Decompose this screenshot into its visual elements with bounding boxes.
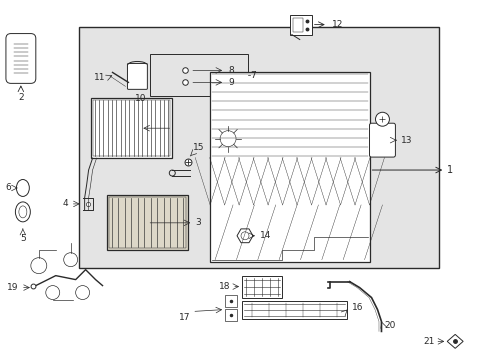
Text: 3: 3 xyxy=(195,218,201,227)
Polygon shape xyxy=(447,334,463,348)
Ellipse shape xyxy=(16,180,29,197)
FancyBboxPatch shape xyxy=(6,33,36,84)
Text: 2: 2 xyxy=(18,93,24,102)
Text: 18: 18 xyxy=(219,282,230,291)
Text: 19: 19 xyxy=(7,283,19,292)
Ellipse shape xyxy=(19,206,27,218)
Ellipse shape xyxy=(15,202,30,222)
Text: 5: 5 xyxy=(20,234,26,243)
Bar xyxy=(108,197,186,248)
Bar xyxy=(91,98,172,158)
Text: 15: 15 xyxy=(193,143,205,152)
FancyBboxPatch shape xyxy=(127,63,147,89)
Circle shape xyxy=(375,112,390,126)
Text: 14: 14 xyxy=(260,231,271,240)
Text: 4: 4 xyxy=(63,199,69,208)
Bar xyxy=(290,15,312,35)
Bar xyxy=(150,54,248,96)
Bar xyxy=(242,276,282,298)
Text: 7: 7 xyxy=(250,71,256,80)
Bar xyxy=(225,294,237,306)
Text: 1: 1 xyxy=(447,165,453,175)
Text: 8: 8 xyxy=(228,66,234,75)
Text: 16: 16 xyxy=(352,303,363,312)
FancyBboxPatch shape xyxy=(369,123,395,157)
Text: 6: 6 xyxy=(5,184,11,193)
Text: 17: 17 xyxy=(179,313,190,322)
Bar xyxy=(225,310,237,321)
Text: 20: 20 xyxy=(385,321,396,330)
Text: 11: 11 xyxy=(94,73,105,82)
Text: 12: 12 xyxy=(332,20,343,29)
Bar xyxy=(242,301,346,319)
Bar xyxy=(293,18,303,32)
Bar xyxy=(93,100,171,156)
Text: 13: 13 xyxy=(401,136,413,145)
Bar xyxy=(78,27,439,268)
Bar xyxy=(210,72,369,262)
Text: 10: 10 xyxy=(135,94,147,103)
Bar xyxy=(106,195,188,250)
Text: 21: 21 xyxy=(423,337,434,346)
Text: 9: 9 xyxy=(228,78,234,87)
